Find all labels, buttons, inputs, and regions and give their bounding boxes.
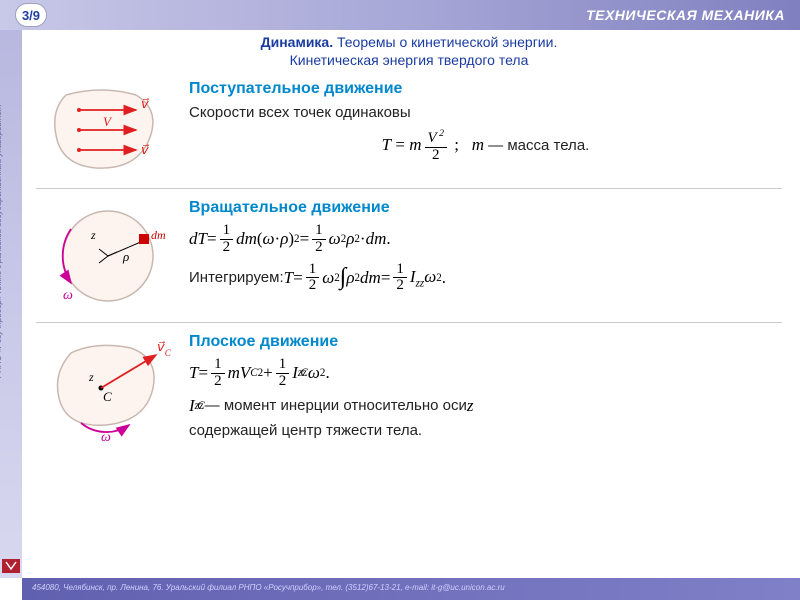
sidebar-text: РНПО «Росучприбор» Южно-Уральский госуда… (0, 105, 3, 378)
svg-text:v⃗: v⃗ (141, 96, 149, 111)
formula-planar-note: IzzC — момент инерции относительно оси z (189, 396, 782, 416)
section-text: Скорости всех точек одинаковы (189, 104, 782, 121)
footer-text: 454080, Челябинск, пр. Ленина, 76. Ураль… (22, 578, 800, 597)
section-title: Вращательное движение (189, 199, 782, 217)
section-title: Поступательное движение (189, 80, 782, 98)
formula-planar-note2: содержащей центр тяжести тела. (189, 422, 782, 439)
footer: 454080, Челябинск, пр. Ленина, 76. Ураль… (22, 578, 800, 600)
header: 3/9 ТЕХНИЧЕСКАЯ МЕХАНИКА (0, 0, 800, 30)
header-title: ТЕХНИЧЕСКАЯ МЕХАНИКА (586, 7, 785, 23)
content: Динамика. Теоремы о кинетической энергии… (26, 34, 792, 574)
logo-icon (2, 559, 20, 573)
formula-planar: T = 12mVC2 + 12IzzCω2. (189, 357, 782, 390)
figure-planar: z C v⃗C ω (36, 333, 181, 443)
page-number: 3/9 (15, 3, 47, 27)
svg-text:dm: dm (151, 228, 166, 242)
svg-text:z: z (88, 370, 94, 384)
svg-text:z: z (90, 228, 96, 242)
svg-text:C: C (103, 389, 112, 404)
section-translational: v⃗ V v⃗ Поступательное движение Скорости… (36, 80, 782, 189)
sidebar: РНПО «Росучприбор» Южно-Уральский госуда… (0, 30, 22, 578)
svg-text:ρ: ρ (122, 249, 129, 264)
svg-text:ω: ω (101, 430, 111, 443)
main-subtitle: Кинетическая энергия твердого тела (36, 52, 782, 68)
svg-text:ω: ω (63, 288, 73, 303)
svg-text:v⃗C: v⃗C (157, 339, 172, 358)
section-planar: z C v⃗C ω Плоское движение T = 12mVC2 + … (36, 333, 782, 455)
formula-rotational-dt: dT = 12dm(ω·ρ)2 = 12ω2ρ2·dm. (189, 223, 782, 256)
section-rotational: z ρ dm ω Вращательное движение dT = 12dm… (36, 199, 782, 323)
figure-translational: v⃗ V v⃗ (36, 80, 181, 180)
formula-rotational-int: Интегрируем: T = 12ω2∫ρ2dm = 12Izzω2. (189, 262, 782, 295)
figure-rotational: z ρ dm ω (36, 199, 181, 314)
formula-translational: T = mV 22 ; m — масса тела. (189, 129, 782, 164)
svg-text:v⃗: v⃗ (141, 142, 149, 157)
section-title: Плоское движение (189, 333, 782, 351)
main-title: Динамика. Теоремы о кинетической энергии… (36, 34, 782, 50)
